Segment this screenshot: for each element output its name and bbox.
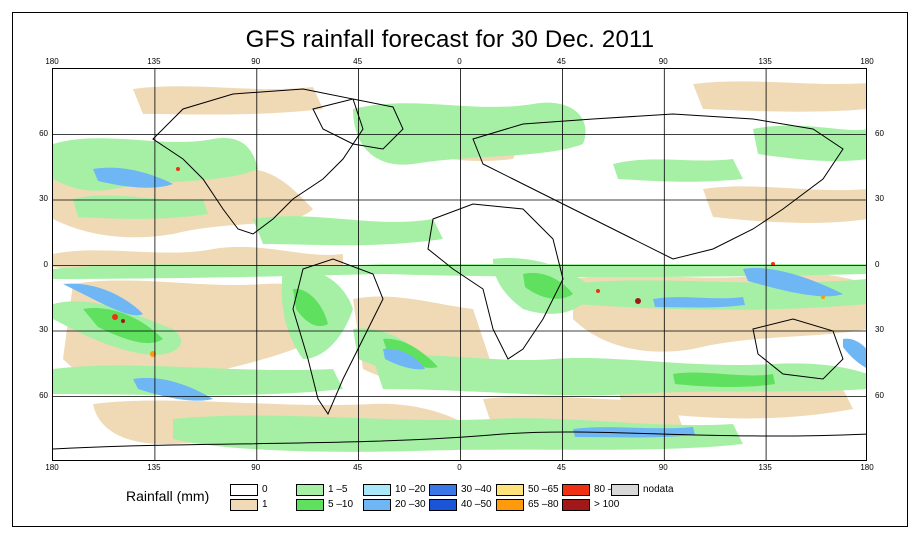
graticule xyxy=(53,69,866,460)
coastlines xyxy=(53,88,866,450)
y-tick-right: 30 xyxy=(875,194,884,203)
legend-title: Rainfall (mm) xyxy=(126,488,210,504)
legend-label: 0 xyxy=(262,484,268,495)
legend-label: 10 –20 xyxy=(395,484,426,495)
x-tick-top: 90 xyxy=(658,57,668,66)
legend-swatch xyxy=(562,484,590,496)
y-tick-left: 30 xyxy=(39,325,48,334)
rainfall-map-svg xyxy=(53,69,866,460)
legend-swatch xyxy=(296,499,324,511)
x-tick-bottom: 180 xyxy=(45,463,59,472)
legend-swatch xyxy=(429,499,457,511)
legend-label: 20 –30 xyxy=(395,499,426,510)
x-tick-top: 45 xyxy=(353,57,363,66)
x-tick-top: 0 xyxy=(457,57,462,66)
legend-swatch xyxy=(611,484,639,496)
x-tick-top: 135 xyxy=(758,57,772,66)
x-tick-top: 135 xyxy=(147,57,161,66)
legend-swatch xyxy=(429,484,457,496)
legend-swatch xyxy=(363,484,391,496)
x-tick-bottom: 45 xyxy=(556,463,566,472)
y-tick-left: 60 xyxy=(39,390,48,400)
legend-label: 5 –10 xyxy=(328,499,354,510)
legend-label: 1 –5 xyxy=(328,484,348,495)
rainfall-medium-green-areas xyxy=(83,272,775,388)
x-tick-top: 90 xyxy=(251,57,261,66)
figure-frame xyxy=(12,12,908,527)
y-tick-right: 60 xyxy=(875,390,884,400)
legend-label: 1 xyxy=(262,499,268,510)
y-tick-right: 0 xyxy=(875,259,880,269)
legend-swatch xyxy=(230,484,258,496)
legend-label: 40 –50 xyxy=(461,499,492,510)
x-tick-top: 180 xyxy=(45,57,59,66)
x-tick-bottom: 180 xyxy=(860,463,874,472)
legend-swatch xyxy=(496,484,524,496)
x-tick-bottom: 90 xyxy=(251,463,261,472)
legend-label: nodata xyxy=(643,484,674,495)
legend-label: 50 –65 xyxy=(528,484,559,495)
y-tick-left: 0 xyxy=(43,259,48,269)
x-tick-bottom: 90 xyxy=(658,463,668,472)
y-tick-right: 30 xyxy=(875,325,884,334)
legend-label: 30 –40 xyxy=(461,484,492,495)
y-tick-left: 30 xyxy=(39,194,48,203)
y-tick-left: 60 xyxy=(39,128,48,138)
legend-swatch xyxy=(296,484,324,496)
y-tick-right: 60 xyxy=(875,128,884,138)
legend-label: 65 –80 xyxy=(528,499,559,510)
legend-swatch xyxy=(363,499,391,511)
x-tick-top: 45 xyxy=(556,57,566,66)
x-tick-bottom: 135 xyxy=(147,463,161,472)
rainfall-map xyxy=(52,68,867,461)
legend-swatch xyxy=(562,499,590,511)
x-tick-bottom: 0 xyxy=(457,463,462,472)
legend-label: > 100 xyxy=(594,499,620,510)
legend-swatch xyxy=(496,499,524,511)
x-tick-bottom: 135 xyxy=(758,463,772,472)
legend-swatch xyxy=(230,499,258,511)
x-tick-bottom: 45 xyxy=(353,463,363,472)
map-title: GFS rainfall forecast for 30 Dec. 2011 xyxy=(245,26,655,53)
x-tick-top: 180 xyxy=(860,57,874,66)
